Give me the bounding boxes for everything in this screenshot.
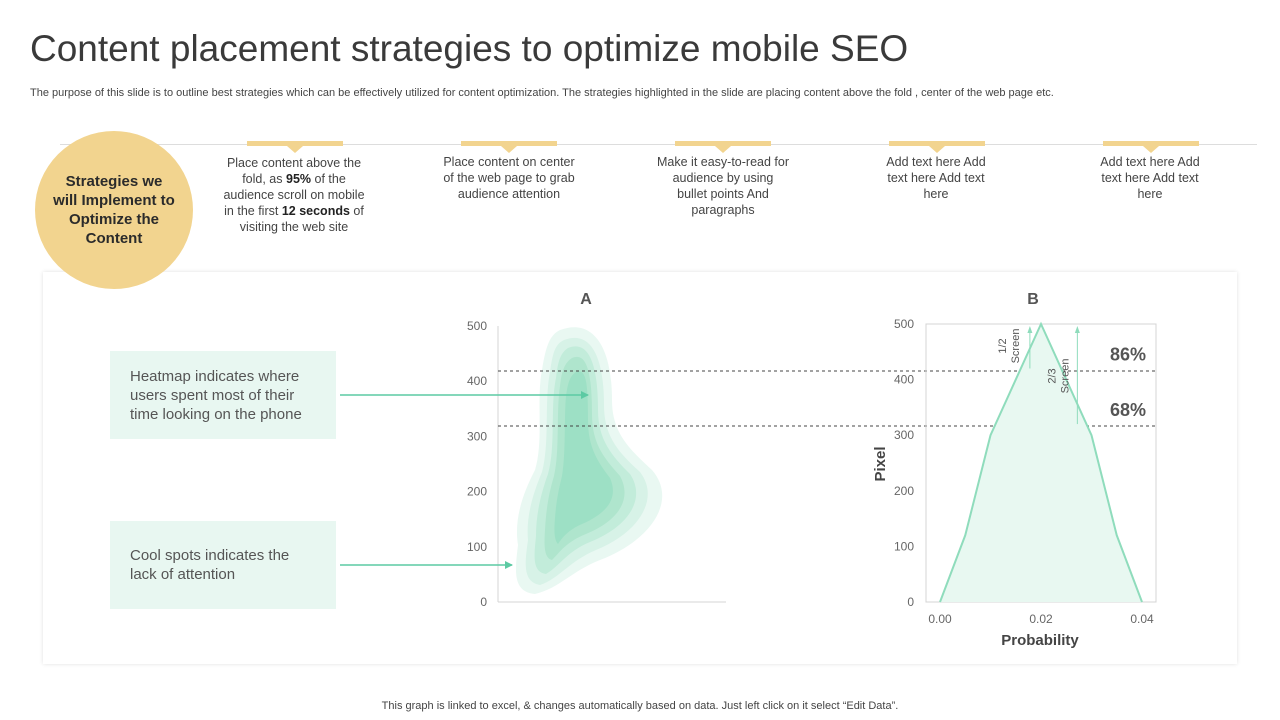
strategy-3: Make it easy-to-read for audience by usi… bbox=[657, 155, 789, 217]
timeline-marker bbox=[675, 141, 771, 153]
footer-note: This graph is linked to excel, & changes… bbox=[381, 700, 899, 712]
timeline-marker bbox=[889, 141, 985, 153]
strategy-4: Add text here Add text here Add text her… bbox=[886, 155, 986, 201]
timeline-line bbox=[60, 144, 1257, 145]
heatmap-callout-text: Heatmap indicates where users spent most… bbox=[130, 367, 302, 423]
timeline-marker bbox=[247, 141, 343, 153]
timeline-marker bbox=[1103, 141, 1199, 153]
timeline-marker bbox=[461, 141, 557, 153]
page-title: Content placement strategies to optimize… bbox=[30, 28, 909, 69]
strategy-2: Place content on center of the web page … bbox=[443, 155, 575, 201]
strategies-heading: Strategies we will Implement to Optimize… bbox=[53, 173, 175, 247]
heatmap-callout: Heatmap indicates where users spent most… bbox=[110, 351, 336, 439]
page-subtitle: The purpose of this slide is to outline … bbox=[30, 87, 1054, 99]
strategy-1-text-c: of visiting the web site bbox=[239, 204, 364, 234]
coolspot-callout: Cool spots indicates the lack of attenti… bbox=[110, 521, 336, 609]
strategy-1: Place content above the fold, as 95% of … bbox=[220, 155, 368, 235]
strategy-5: Add text here Add text here Add text her… bbox=[1100, 155, 1200, 201]
strategy-1-text-b: of the audience scroll on mobile in the … bbox=[223, 172, 365, 218]
strategy-1-percent: 95% bbox=[286, 172, 312, 186]
strategy-1-text-a: Place content above the fold, as bbox=[226, 156, 362, 186]
strategies-circle: Strategies we will Implement to Optimize… bbox=[35, 131, 193, 289]
strategy-1-seconds: 12 seconds bbox=[281, 204, 350, 218]
coolspot-callout-text: Cool spots indicates the lack of attenti… bbox=[130, 547, 290, 583]
